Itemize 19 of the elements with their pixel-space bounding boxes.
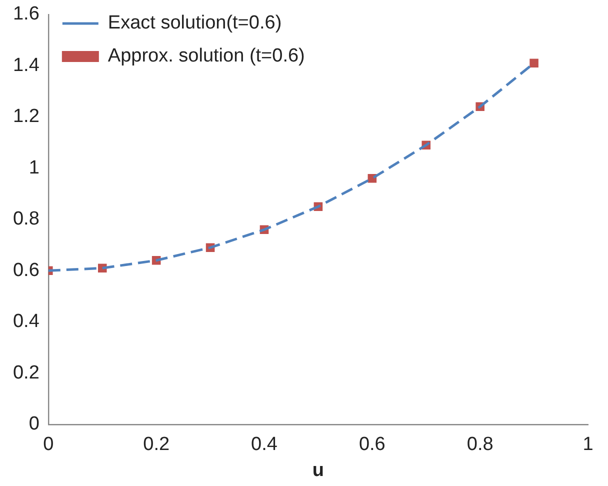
- legend-label: Approx. solution (t=0.6): [108, 46, 305, 67]
- y-tick-label: 1.2: [12, 106, 40, 128]
- x-tick-label: 0.4: [251, 434, 278, 456]
- y-tick-label: 0.8: [12, 208, 40, 230]
- point: [530, 58, 538, 68]
- y-tick-label: 0: [28, 414, 40, 435]
- x-tick-label: 1: [582, 434, 594, 456]
- y-tick-label: 1.4: [12, 54, 40, 76]
- x-tick-label: 0.6: [358, 434, 386, 456]
- y-tick-label: 0.4: [12, 311, 40, 332]
- x-tick-label: 0: [43, 434, 54, 456]
- y-tick-label: 0.6: [12, 260, 40, 281]
- x-tick-label: 0.8: [466, 434, 494, 456]
- y-tick-label: 0.2: [12, 362, 40, 384]
- x-tick-label: 0.2: [143, 434, 170, 456]
- y-tick-label: 1: [28, 157, 40, 178]
- x-axis-title: u: [312, 460, 324, 481]
- legend-label: Exact solution(t=0.6): [108, 12, 282, 34]
- y-tick-label: 1.6: [12, 4, 40, 25]
